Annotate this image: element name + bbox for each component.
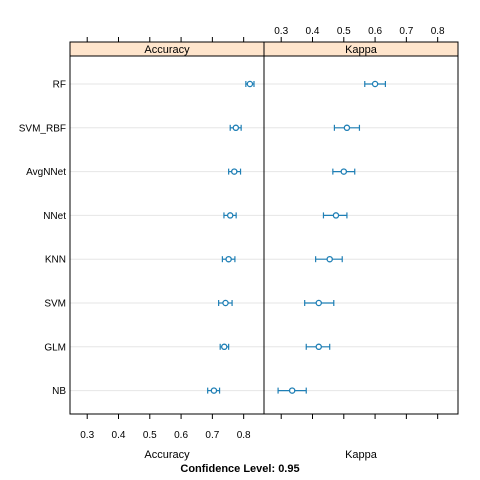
kappa-tick-label-5: 0.8 bbox=[431, 26, 445, 37]
category-label-nnet: NNet bbox=[43, 211, 66, 222]
accuracy-point-svm-rbf bbox=[232, 124, 240, 132]
kappa-point-glm bbox=[315, 343, 323, 351]
accuracy-point-svm bbox=[222, 299, 229, 307]
top-axis: 0.3 0.4 0.5 0.6 0.7 0.8 bbox=[86, 26, 445, 42]
accuracy-point-avgnnet bbox=[231, 168, 238, 175]
kappa-tick-label-0: 0.3 bbox=[274, 26, 288, 37]
kappa-point-svm bbox=[315, 299, 323, 307]
accuracy-point-nb bbox=[210, 387, 218, 394]
accuracy-tick-label-0: 0.3 bbox=[80, 430, 94, 441]
panel-kappa: Kappa bbox=[263, 41, 459, 415]
accuracy-tick-label-5: 0.8 bbox=[237, 430, 251, 441]
category-label-knn: KNN bbox=[45, 255, 66, 266]
category-label-svm-rbf: SVM_RBF bbox=[19, 123, 66, 134]
category-label-svm: SVM bbox=[44, 299, 66, 310]
accuracy-tick-label-2: 0.5 bbox=[143, 430, 157, 441]
kappa-tick-label-1: 0.4 bbox=[306, 26, 320, 37]
kappa-strip-label: Kappa bbox=[345, 44, 378, 56]
kappa-tick-label-3: 0.6 bbox=[368, 26, 382, 37]
category-label-rf: RF bbox=[53, 80, 66, 91]
category-labels: RF SVM_RBF AvgNNet NNet KNN SVM GLM NB bbox=[19, 80, 67, 398]
kappa-axis-label: Kappa bbox=[345, 449, 378, 461]
kappa-point-avgnnet bbox=[340, 168, 348, 175]
kappa-tick-label-4: 0.7 bbox=[399, 26, 413, 37]
kappa-point-nnet bbox=[332, 212, 340, 219]
category-label-glm: GLM bbox=[44, 342, 66, 353]
accuracy-tick-label-3: 0.6 bbox=[174, 430, 188, 441]
accuracy-point-glm bbox=[221, 343, 228, 351]
accuracy-strip-label: Accuracy bbox=[144, 44, 190, 56]
accuracy-tick-label-1: 0.4 bbox=[112, 430, 126, 441]
confidence-level-label: Confidence Level: 0.95 bbox=[180, 463, 299, 475]
kappa-point-nb bbox=[288, 387, 296, 394]
panel-accuracy: Accuracy bbox=[69, 41, 265, 415]
accuracy-tick-label-4: 0.7 bbox=[205, 430, 219, 441]
category-label-avgnnet: AvgNNet bbox=[26, 167, 66, 178]
kappa-point-svm-rbf bbox=[343, 124, 351, 132]
kappa-point-rf bbox=[371, 80, 379, 88]
accuracy-point-rf bbox=[246, 80, 254, 88]
accuracy-point-knn bbox=[225, 255, 232, 263]
accuracy-panel-frame bbox=[69, 41, 265, 415]
category-label-nb: NB bbox=[52, 386, 66, 397]
bottom-axis: 0.3 0.4 0.5 0.6 0.7 0.8 Accuracy Kappa bbox=[80, 414, 439, 461]
kappa-tick-label-2: 0.5 bbox=[337, 26, 351, 37]
kappa-panel-frame bbox=[263, 41, 459, 415]
kappa-point-knn bbox=[326, 255, 333, 263]
accuracy-point-nnet bbox=[226, 212, 234, 219]
accuracy-axis-label: Accuracy bbox=[144, 449, 190, 461]
